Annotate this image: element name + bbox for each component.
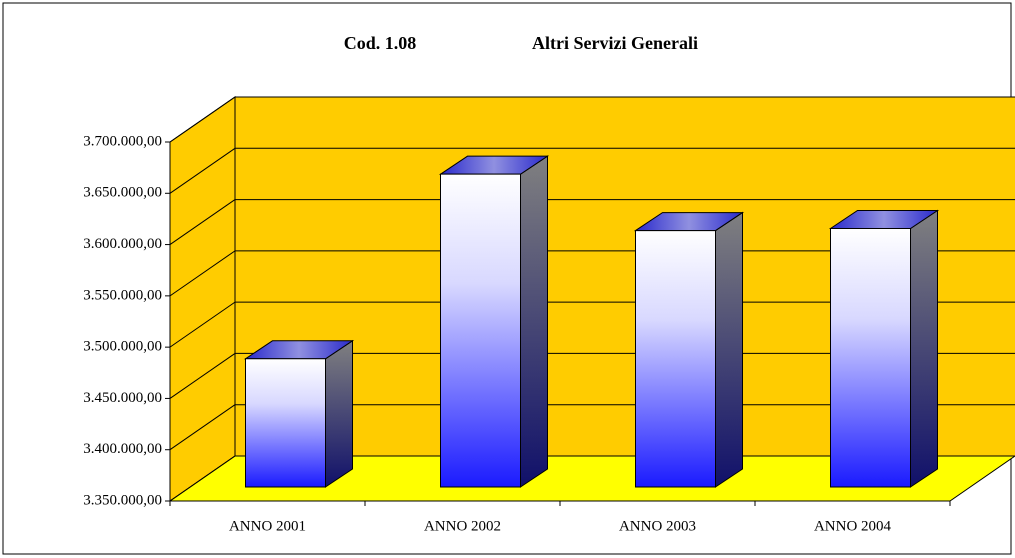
- grid-line: [169, 147, 236, 194]
- grid-line: [169, 353, 236, 399]
- y-tick-label: 3.550.000,00: [83, 287, 162, 303]
- grid-line: [169, 96, 236, 143]
- bar: [438, 155, 550, 488]
- side-wall: [169, 96, 236, 502]
- bar-front: [830, 228, 911, 488]
- bar: [828, 209, 940, 488]
- y-tick-label: 3.400.000,00: [83, 441, 162, 457]
- grid-line: [169, 250, 236, 297]
- bar-front: [440, 173, 521, 488]
- x-tick-label: ANNO 2002: [424, 518, 501, 534]
- chart-title-code: Cod. 1.08: [344, 33, 417, 53]
- x-tick-label: ANNO 2001: [229, 518, 306, 534]
- bar-front: [245, 358, 326, 488]
- y-tick-label: 3.700.000,00: [83, 133, 162, 149]
- x-tick-label: ANNO 2003: [619, 518, 696, 534]
- bar-side: [715, 211, 743, 488]
- grid-line: [169, 455, 236, 502]
- grid-line: [169, 404, 236, 451]
- bar-side: [325, 339, 353, 488]
- bar-front: [635, 230, 716, 488]
- bar: [243, 339, 355, 488]
- chart-title: Altri Servizi Generali: [532, 33, 698, 53]
- bar: [633, 211, 745, 488]
- x-tick-label: ANNO 2004: [814, 518, 892, 534]
- grid-line: [169, 199, 236, 245]
- bar-side: [910, 209, 938, 488]
- y-tick-label: 3.350.000,00: [83, 492, 162, 508]
- y-tick-label: 3.650.000,00: [83, 185, 162, 201]
- y-tick-label: 3.450.000,00: [83, 390, 162, 406]
- y-tick-label: 3.600.000,00: [83, 236, 162, 252]
- y-tick-label: 3.500.000,00: [83, 339, 162, 355]
- grid-line: [169, 301, 236, 348]
- bar-side: [520, 155, 548, 488]
